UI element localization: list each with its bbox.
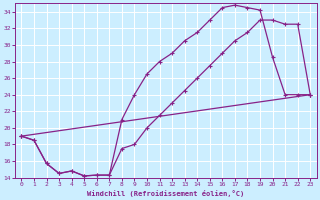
X-axis label: Windchill (Refroidissement éolien,°C): Windchill (Refroidissement éolien,°C) (87, 190, 244, 197)
